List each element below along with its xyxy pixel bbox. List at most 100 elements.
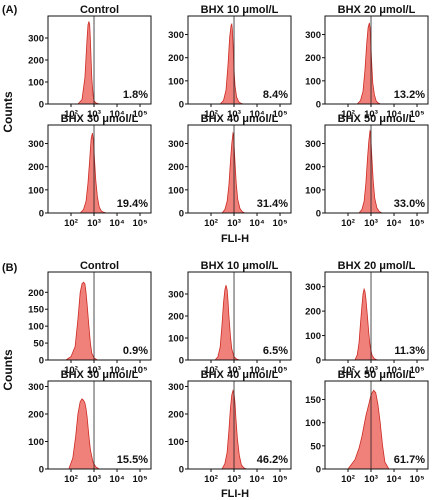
panel-b1-y-tick-label: 150 bbox=[28, 305, 44, 316]
panel-a4-percent-label: 19.4% bbox=[117, 198, 148, 210]
panel-a1-x-tick-label: 10³ bbox=[87, 109, 101, 120]
panel-b4-y-tick-label: 0 bbox=[39, 465, 44, 476]
panel-a3: 10² 10³ 10⁴ 10⁵ 0 100 200 300 BHX 20 μmol/L 13.2% bbox=[305, 4, 429, 120]
panel-a4-y-tick-label: 300 bbox=[28, 139, 44, 150]
panel-b1-title: Control bbox=[80, 260, 119, 272]
panel-a3-histogram-area bbox=[356, 22, 382, 105]
panel-a6-frame bbox=[324, 124, 429, 214]
panel-a1-x-tick-label: 10⁵ bbox=[133, 109, 148, 120]
panel-a6-y-tick-label: 0 bbox=[316, 209, 321, 220]
panel-a5-y-tick-label: 0 bbox=[179, 209, 184, 220]
panel-a3-x-tick-label: 10⁴ bbox=[386, 109, 402, 120]
panel-b4-x-tick-label: 10² bbox=[64, 474, 78, 485]
panel-b6-title: BHX 50 μmol/L bbox=[338, 369, 416, 381]
panel-a4-x-tick-label: 10⁵ bbox=[133, 218, 148, 229]
panel-a6-x-tick-label: 10⁵ bbox=[410, 218, 425, 229]
panel-b3-y-tick-label: 0 bbox=[316, 356, 321, 367]
panel-b2: 10² 10³ 10⁴ 10⁵ 0 100 200 300 BHX 10 μmol/L 6.5% bbox=[168, 260, 292, 376]
panel-b2-percent-label: 6.5% bbox=[263, 345, 288, 357]
panel-a2-percent-label: 8.4% bbox=[263, 89, 288, 101]
panel-b5-percent-label: 46.2% bbox=[257, 454, 288, 466]
panel-b5-frame bbox=[187, 380, 292, 470]
panel-b6-x-tick-label: 10⁵ bbox=[410, 474, 425, 485]
panel-b3-y-tick-label: 300 bbox=[305, 282, 321, 293]
panel-a6-x-tick-label: 10⁴ bbox=[386, 218, 402, 229]
panel-a5: 10² 10³ 10⁴ 10⁵ 0 100 200 300 BHX 40 μmol/L 31.4% bbox=[168, 113, 292, 229]
panel-a3-y-tick-label: 0 bbox=[316, 100, 321, 111]
panel-b5-y-tick-label: 100 bbox=[168, 437, 184, 448]
panel-a4-x-tick-label: 10² bbox=[64, 218, 78, 229]
panel-b6-y-tick-label: 0 bbox=[316, 465, 321, 476]
panel-b1-frame bbox=[47, 271, 152, 361]
panel-b4-x-tick-label: 10⁵ bbox=[133, 474, 148, 485]
panel-a2-frame bbox=[187, 15, 292, 105]
panel-a6-percent-label: 33.0% bbox=[394, 198, 425, 210]
histogram-panels: 10² 10³ 10⁴ 10⁵ 0 100 200 300 Control 1.8% 10² 10³ 1… bbox=[28, 4, 429, 485]
panel-a4-x-tick-label: 10⁴ bbox=[109, 218, 125, 229]
panel-a6: 10² 10³ 10⁴ 10⁵ 0 100 200 300 BHX 50 μmol/L 33.0% bbox=[305, 113, 429, 229]
x-axis-label-b: FLI-H bbox=[221, 488, 249, 500]
panel-b4-y-tick-label: 200 bbox=[28, 410, 44, 421]
panel-a3-y-tick-label: 200 bbox=[305, 53, 321, 64]
panel-a5-percent-label: 31.4% bbox=[257, 198, 288, 210]
panel-b3-x-tick-label: 10³ bbox=[364, 365, 378, 376]
panel-b2-x-tick-label: 10³ bbox=[227, 365, 241, 376]
panel-a1-histogram-area bbox=[76, 21, 101, 105]
panel-a1-y-tick-label: 0 bbox=[39, 100, 44, 111]
panel-a5-title: BHX 40 μmol/L bbox=[201, 113, 279, 125]
panel-a5-x-tick-label: 10² bbox=[204, 218, 218, 229]
panel-b6-x-tick-label: 10² bbox=[341, 474, 355, 485]
panel-b5-x-tick-label: 10³ bbox=[227, 474, 241, 485]
panel-a5-x-tick-label: 10³ bbox=[227, 218, 241, 229]
panel-b1-percent-label: 0.9% bbox=[123, 345, 148, 357]
panel-b1-x-tick-label: 10² bbox=[64, 365, 78, 376]
panel-b4-x-tick-label: 10³ bbox=[87, 474, 101, 485]
panel-a4-title: BHX 30 μmol/L bbox=[61, 113, 139, 125]
panel-b4-histogram-area bbox=[68, 398, 101, 470]
panel-a2-y-tick-label: 200 bbox=[168, 53, 184, 64]
panel-b5-y-tick-label: 0 bbox=[179, 465, 184, 476]
panel-a6-y-tick-label: 200 bbox=[305, 162, 321, 173]
panel-a4-x-tick-label: 10³ bbox=[87, 218, 101, 229]
panel-a1-y-tick-label: 200 bbox=[28, 56, 44, 67]
group-label-a: (A) bbox=[2, 4, 18, 16]
panel-a6-title: BHX 50 μmol/L bbox=[338, 113, 416, 125]
panel-b3-histogram-area bbox=[354, 287, 378, 361]
panel-b6: 10² 10³ 10⁴ 10⁵ 0 50 100 150 BHX 50 μmol/L 61.7% bbox=[305, 369, 429, 485]
panel-a4-histogram-area bbox=[79, 133, 107, 214]
panel-b1-histogram-area bbox=[64, 281, 99, 361]
panel-a5-x-tick-label: 10⁵ bbox=[273, 218, 288, 229]
panel-a6-y-tick-label: 100 bbox=[305, 185, 321, 196]
panel-a1-percent-label: 1.8% bbox=[123, 89, 148, 101]
panel-b3-y-tick-label: 100 bbox=[305, 331, 321, 342]
panel-a3-y-tick-label: 100 bbox=[305, 76, 321, 87]
panel-a2: 10² 10³ 10⁴ 10⁵ 0 100 200 300 BHX 10 μmol/L 8.4% bbox=[168, 4, 292, 120]
panel-b4-y-tick-label: 100 bbox=[28, 437, 44, 448]
y-axis-label-b: Counts bbox=[1, 349, 15, 391]
panel-b6-y-tick-label: 100 bbox=[305, 418, 321, 429]
panel-b6-x-tick-label: 10⁴ bbox=[386, 474, 402, 485]
panel-b2-x-tick-label: 10² bbox=[204, 365, 218, 376]
panel-b4-frame bbox=[47, 380, 152, 470]
panel-a6-x-tick-label: 10² bbox=[341, 218, 355, 229]
panel-b1-x-tick-label: 10⁴ bbox=[109, 365, 125, 376]
panel-a3-percent-label: 13.2% bbox=[394, 89, 425, 101]
panel-a5-frame bbox=[187, 124, 292, 214]
y-axis-label-a: Counts bbox=[1, 91, 15, 133]
panel-b3: 10² 10³ 10⁴ 10⁵ 0 100 200 300 BHX 20 μmol/L 11.3% bbox=[305, 260, 429, 376]
panel-a5-histogram-area bbox=[221, 131, 246, 214]
panel-a3-title: BHX 20 μmol/L bbox=[338, 4, 416, 16]
panel-b5: 10² 10³ 10⁴ 10⁵ 0 100 200 300 BHX 40 μmol/L 46.2% bbox=[168, 369, 292, 485]
panel-b3-x-tick-label: 10⁵ bbox=[410, 365, 425, 376]
panel-b2-y-tick-label: 300 bbox=[168, 290, 184, 301]
panel-a3-x-tick-label: 10³ bbox=[364, 109, 378, 120]
panel-a3-frame bbox=[324, 15, 429, 105]
panel-a2-x-tick-label: 10⁵ bbox=[273, 109, 288, 120]
panel-b6-histogram-area bbox=[347, 389, 390, 470]
panel-b6-percent-label: 61.7% bbox=[394, 454, 425, 466]
panel-a5-y-tick-label: 200 bbox=[168, 162, 184, 173]
panel-a3-x-tick-label: 10² bbox=[341, 109, 355, 120]
panel-a2-title: BHX 10 μmol/L bbox=[201, 4, 279, 16]
